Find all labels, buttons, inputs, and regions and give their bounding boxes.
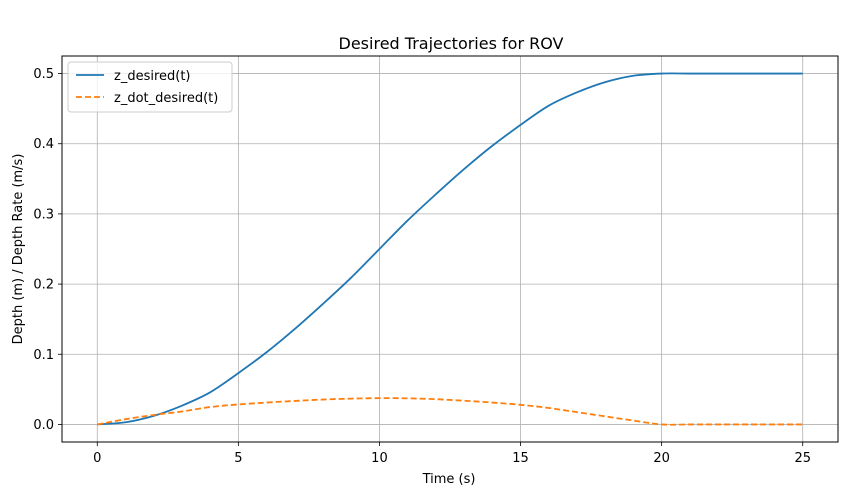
series-line-z-dot-desired	[97, 397, 803, 426]
plot-frame	[61, 55, 839, 443]
x-tick-label: 20	[653, 451, 670, 466]
legend-label-z-desired: z_desired(t)	[114, 69, 191, 84]
x-tick-label: 15	[512, 451, 529, 466]
ticks: 0 5 10 15 20 25 0.0 0.1 0.2 0.3 0.4 0.5	[33, 67, 811, 466]
x-axis-label: Time (s)	[422, 472, 476, 487]
legend: z_desired(t) z_dot_desired(t)	[67, 61, 233, 113]
chart-title: Desired Trajectories for ROV	[339, 34, 564, 53]
y-tick-label: 0.3	[33, 207, 54, 222]
legend-label-z-dot-desired: z_dot_desired(t)	[114, 91, 218, 106]
y-tick-label: 0.5	[33, 67, 54, 82]
y-axis-label: Depth (m) / Depth Rate (m/s)	[11, 154, 26, 345]
x-tick-label: 10	[371, 451, 388, 466]
legend-box	[67, 61, 233, 113]
y-tick-label: 0.0	[33, 418, 54, 433]
x-tick-label: 5	[234, 451, 242, 466]
series-lines	[97, 72, 803, 426]
y-tick-label: 0.1	[33, 348, 54, 363]
x-tick-label: 0	[93, 451, 101, 466]
y-tick-label: 0.2	[33, 278, 54, 293]
y-tick-label: 0.4	[33, 137, 54, 152]
series-line-z-desired	[97, 72, 803, 426]
x-tick-label: 25	[794, 451, 811, 466]
